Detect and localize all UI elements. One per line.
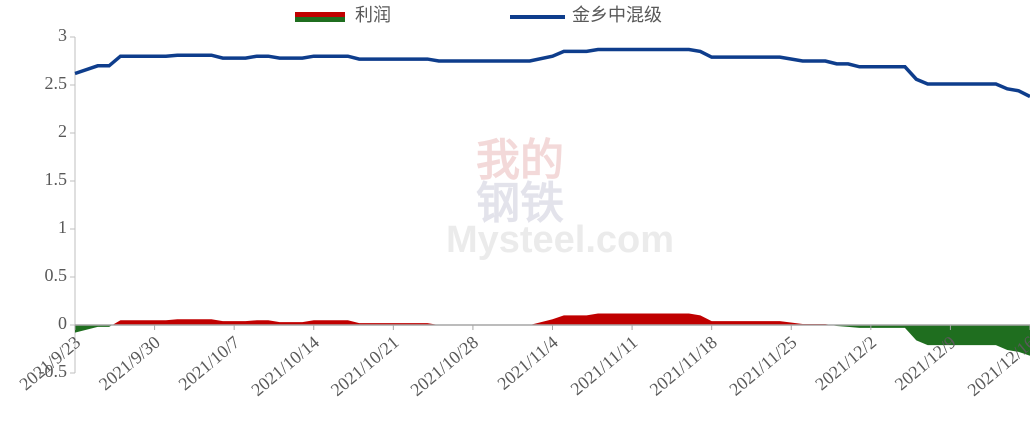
- y-tick-label: 3: [58, 25, 67, 45]
- legend-swatch: [295, 12, 345, 17]
- legend-swatch: [295, 17, 345, 22]
- watermark: 我的: [476, 136, 564, 185]
- watermark: Mysteel.com: [446, 219, 674, 261]
- x-tick-label: 2021/10/14: [247, 332, 323, 400]
- line: [74, 47, 1030, 99]
- y-tick-label: 1: [58, 217, 67, 237]
- watermark: 钢铁: [476, 179, 564, 228]
- x-tick-label: 2021/11/18: [646, 332, 721, 400]
- area-positive: [75, 313, 1030, 325]
- y-tick-label: 0: [58, 313, 67, 333]
- legend-label: 金乡中混级: [572, 5, 662, 25]
- x-tick-label: 2021/12/2: [811, 332, 880, 394]
- area-negative: [75, 325, 1030, 356]
- y-tick-label: 1.5: [45, 169, 68, 189]
- x-tick-label: 2021/11/11: [567, 332, 642, 399]
- y-tick-label: 0.5: [45, 265, 68, 285]
- x-tick-label: 2021/10/7: [175, 332, 244, 394]
- y-tick-label: 2: [58, 121, 67, 141]
- x-tick-label: 2021/9/23: [15, 332, 84, 394]
- x-tick-label: 2021/9/30: [95, 332, 164, 394]
- y-tick-label: -0.5: [39, 361, 68, 381]
- legend-label: 利润: [355, 5, 391, 25]
- y-tick-label: 2.5: [45, 73, 68, 93]
- x-tick-label: 2021/10/28: [406, 332, 482, 400]
- x-tick-label: 2021/11/25: [725, 332, 800, 400]
- x-tick-label: 2021/10/21: [327, 332, 403, 400]
- x-tick-label: 2021/11/4: [493, 332, 561, 394]
